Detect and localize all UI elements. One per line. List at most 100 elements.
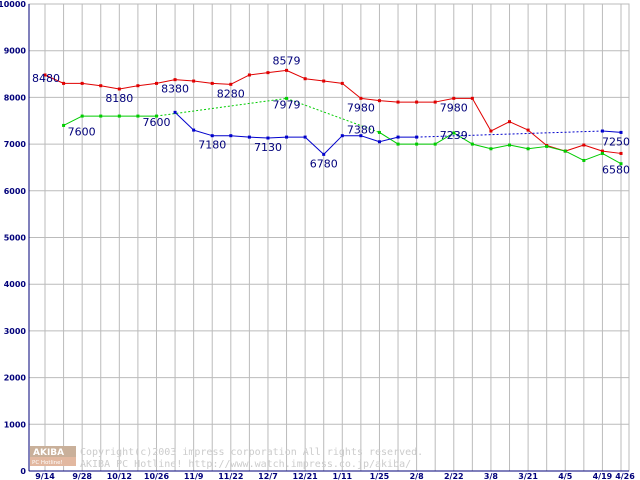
data-point	[117, 87, 121, 91]
data-label: 7600	[68, 125, 96, 138]
series-segment	[360, 135, 380, 143]
data-point	[619, 130, 623, 134]
data-point	[470, 142, 474, 146]
series-gap-segment	[156, 97, 287, 117]
series-segment	[174, 111, 194, 131]
series-segment	[249, 72, 269, 76]
data-point	[285, 135, 289, 139]
data-label: 8280	[217, 87, 245, 100]
data-point	[600, 149, 604, 153]
data-point	[526, 147, 530, 151]
data-point	[508, 120, 512, 124]
series-segment	[360, 97, 380, 102]
data-point	[452, 96, 456, 100]
data-point	[62, 123, 66, 127]
copyright-line-2: AKIBA PC Hotline! http://www.watch.impre…	[80, 459, 411, 470]
data-point	[80, 114, 84, 118]
series-segment	[472, 143, 492, 150]
data-point	[322, 79, 326, 83]
series-segment	[379, 100, 399, 103]
logo-top-block	[30, 446, 76, 457]
data-point	[266, 136, 270, 140]
x-tick-label: 11/22	[218, 472, 243, 480]
data-point	[117, 114, 121, 118]
series-segment	[434, 132, 455, 145]
x-axis-ticks: 9/14 9/28 10/12 10/26 11/9 11/22 12/7 12/21 1/11…	[35, 472, 635, 480]
data-point	[489, 129, 493, 133]
x-tick-label: 10/26	[144, 472, 170, 480]
series-segment	[565, 150, 585, 161]
data-label: 6580	[602, 164, 630, 177]
data-label: 8579	[273, 54, 301, 67]
x-tick-label: 1/25	[370, 472, 390, 480]
series-segment	[304, 136, 325, 155]
series-segment	[379, 132, 399, 145]
series-segment	[490, 121, 510, 132]
series-segment	[63, 115, 83, 126]
series-segment	[156, 79, 176, 84]
data-point	[266, 71, 270, 75]
data-point	[322, 152, 326, 156]
data-point	[508, 143, 512, 147]
data-point	[600, 151, 604, 155]
data-point	[247, 73, 251, 77]
y-tick-label: 1000	[4, 420, 27, 429]
data-point	[600, 129, 604, 133]
x-tick-label: 4/19	[593, 472, 613, 480]
series-segment	[453, 132, 473, 145]
data-point	[303, 77, 307, 81]
data-point	[470, 96, 474, 100]
x-tick-label: 1/11	[332, 472, 352, 480]
data-point	[377, 99, 381, 103]
data-point	[377, 140, 381, 144]
series-segment	[602, 153, 622, 165]
series-segment	[212, 82, 231, 85]
data-point	[415, 135, 419, 139]
series-segment	[528, 145, 547, 150]
series-segment	[193, 80, 213, 84]
data-point	[173, 110, 177, 114]
data-point	[619, 162, 623, 166]
series-segment	[82, 82, 101, 87]
x-tick-label: 9/14	[35, 472, 55, 480]
copyright-line-1: Copyright(c)2003 impress corporation All…	[80, 447, 423, 458]
x-tick-label: 4/5	[558, 472, 572, 480]
data-point	[433, 142, 437, 146]
data-point	[285, 68, 289, 72]
data-point	[396, 142, 400, 146]
series-segment	[230, 74, 250, 85]
series-segment	[323, 80, 343, 84]
data-series	[43, 68, 623, 166]
watermark-logo: AKIBA PC Hotline!	[30, 446, 76, 466]
data-label: 8480	[32, 72, 60, 85]
data-point	[545, 144, 549, 148]
data-point	[247, 135, 251, 139]
x-tick-label: 12/21	[293, 472, 319, 480]
series-segment	[583, 144, 603, 152]
series-segment	[267, 69, 287, 74]
data-point	[340, 81, 344, 85]
data-point	[489, 147, 493, 151]
series-gap-segment	[286, 97, 380, 133]
y-tick-label: 10000	[0, 0, 26, 9]
data-point	[563, 149, 567, 153]
series-segment	[509, 121, 529, 131]
series-segment	[471, 98, 492, 132]
y-tick-label: 6000	[4, 187, 27, 196]
data-point	[619, 151, 623, 155]
y-tick-label: 9000	[4, 47, 27, 56]
logo-bottom-block	[30, 457, 76, 466]
series-segment	[137, 82, 157, 87]
data-label: 6780	[310, 157, 338, 170]
series-segment	[602, 130, 622, 133]
data-point	[99, 114, 103, 118]
y-tick-label: 7000	[4, 140, 27, 149]
series-segment	[565, 144, 584, 152]
series-segment	[44, 74, 64, 84]
data-point	[415, 100, 419, 104]
data-label: 7980	[347, 101, 375, 114]
data-point	[396, 135, 400, 139]
x-tick-label: 2/22	[444, 472, 464, 480]
data-label: 7979	[273, 98, 301, 111]
